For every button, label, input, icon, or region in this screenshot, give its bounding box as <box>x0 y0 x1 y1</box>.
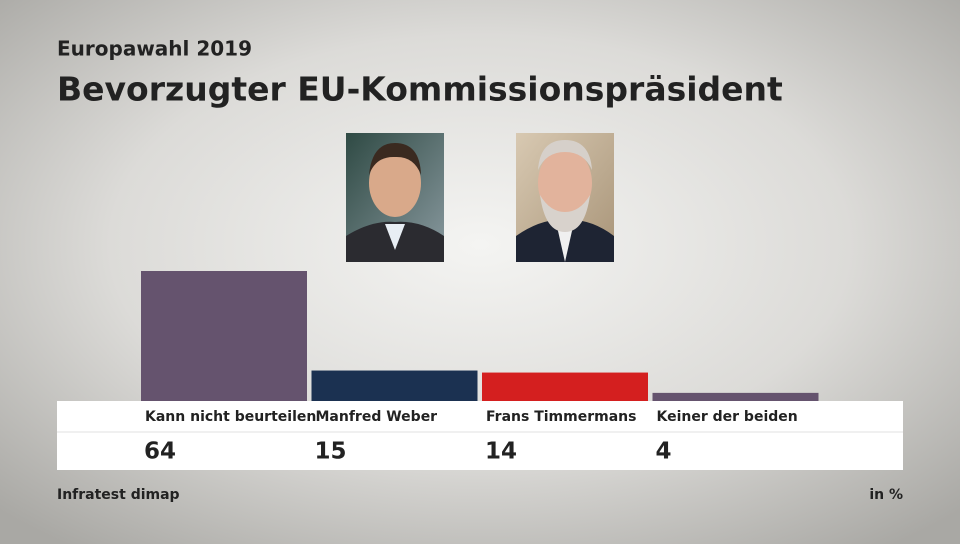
category-label: Kann nicht beurteilen <box>145 409 316 425</box>
value-label: 14 <box>485 439 517 465</box>
unit-note: in % <box>869 487 903 503</box>
bar <box>482 372 648 401</box>
source: Infratest dimap <box>57 487 180 503</box>
category-label: Frans Timmermans <box>486 409 636 425</box>
bar <box>311 370 478 401</box>
value-label: 64 <box>144 439 176 465</box>
photo <box>516 133 614 262</box>
chart-subtitle: Europawahl 2019 <box>57 37 252 61</box>
category-label: Manfred Weber <box>316 409 438 425</box>
category-label: Keiner der beiden <box>657 409 798 425</box>
chart-title: Bevorzugter EU-Kommissionspräsident <box>57 70 783 109</box>
value-label: 15 <box>315 439 347 465</box>
label-band <box>57 401 903 470</box>
bar <box>141 271 307 401</box>
photo <box>346 133 444 262</box>
bar <box>652 392 819 401</box>
value-label: 4 <box>656 439 672 465</box>
